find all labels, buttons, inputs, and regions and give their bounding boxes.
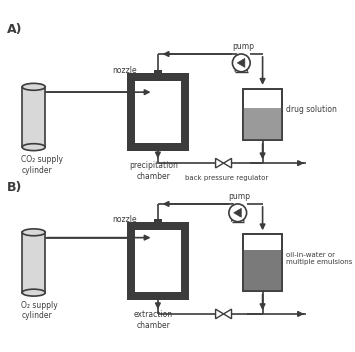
Text: pump: pump xyxy=(229,192,251,201)
Text: nozzle: nozzle xyxy=(112,215,137,224)
Polygon shape xyxy=(237,58,245,67)
Circle shape xyxy=(233,54,250,72)
Bar xyxy=(243,234,282,291)
Bar xyxy=(243,108,282,140)
Text: back pressure regulator: back pressure regulator xyxy=(185,175,269,181)
Ellipse shape xyxy=(22,289,45,296)
Ellipse shape xyxy=(22,144,45,151)
Polygon shape xyxy=(234,208,241,217)
Circle shape xyxy=(229,204,247,222)
Bar xyxy=(154,219,162,224)
Bar xyxy=(243,250,282,291)
Bar xyxy=(22,87,45,147)
Bar xyxy=(127,73,189,151)
Text: drug solution: drug solution xyxy=(286,105,337,114)
Text: CO₂ supply
cylinder: CO₂ supply cylinder xyxy=(21,155,63,175)
Text: B): B) xyxy=(7,181,22,194)
Text: extraction
chamber: extraction chamber xyxy=(134,310,173,330)
Bar xyxy=(135,81,181,143)
Ellipse shape xyxy=(22,229,45,236)
Bar xyxy=(22,232,45,293)
Text: nozzle: nozzle xyxy=(112,67,137,75)
Bar xyxy=(243,89,282,140)
Text: oil-in-water or
multiple emulsions: oil-in-water or multiple emulsions xyxy=(286,252,352,265)
Bar xyxy=(154,70,162,75)
Text: A): A) xyxy=(7,23,23,36)
Bar xyxy=(243,234,282,291)
Polygon shape xyxy=(215,309,224,319)
Text: precipitation
chamber: precipitation chamber xyxy=(129,161,178,181)
Bar xyxy=(127,222,189,300)
Ellipse shape xyxy=(22,83,45,90)
Text: pump: pump xyxy=(232,42,254,51)
Polygon shape xyxy=(224,158,231,168)
Bar xyxy=(135,230,181,292)
Text: O₂ supply
cylinder: O₂ supply cylinder xyxy=(21,301,58,320)
Bar xyxy=(243,89,282,140)
Polygon shape xyxy=(224,309,231,319)
Polygon shape xyxy=(215,158,224,168)
